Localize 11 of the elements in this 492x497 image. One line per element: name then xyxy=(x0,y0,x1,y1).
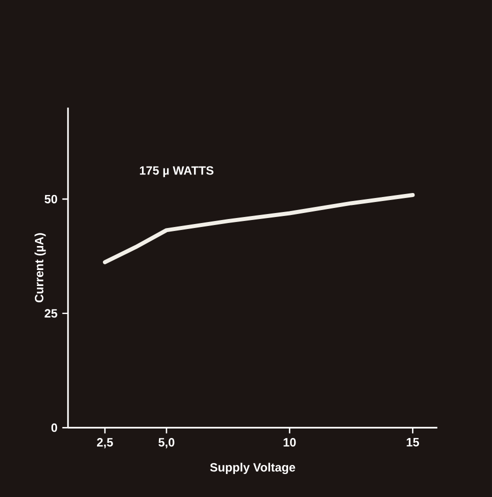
y-tick-label: 0 xyxy=(51,423,58,432)
x-tick-label: 10 xyxy=(284,438,296,447)
x-tick-label: 15 xyxy=(406,438,420,446)
x-tick-label: 5,0 xyxy=(158,438,174,448)
x-axis-title: Supply Voltage xyxy=(210,462,296,474)
annotation: 175 µ WATTS xyxy=(140,166,214,178)
x-tick-label: 2,5 xyxy=(97,438,113,448)
line-series xyxy=(102,192,415,264)
y-tick-label: 25 xyxy=(44,309,58,318)
y-axis-title: Current (µA) xyxy=(34,233,46,302)
y-tick-label: 50 xyxy=(44,194,58,204)
